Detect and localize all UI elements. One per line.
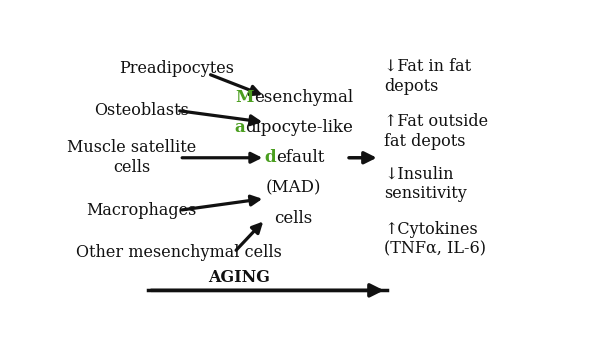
Text: Macrophages: Macrophages	[86, 202, 196, 219]
Text: AGING: AGING	[208, 269, 270, 286]
Text: Mesenchymal: Mesenchymal	[236, 89, 352, 106]
Text: Osteoblasts: Osteoblasts	[93, 102, 189, 119]
Text: Other mesenchymal cells: Other mesenchymal cells	[76, 244, 282, 261]
Text: ↑Cytokines
(TNFα, IL-6): ↑Cytokines (TNFα, IL-6)	[384, 221, 486, 257]
Text: a: a	[235, 119, 245, 136]
Text: dipocyte-like: dipocyte-like	[245, 119, 354, 136]
Text: (MAD): (MAD)	[266, 179, 322, 196]
Text: M: M	[236, 89, 254, 106]
Text: ↓Insulin
sensitivity: ↓Insulin sensitivity	[384, 166, 467, 202]
Text: adipocyte-like: adipocyte-like	[235, 119, 352, 136]
Text: ↓Fat in fat
depots: ↓Fat in fat depots	[384, 58, 472, 95]
Text: Preadipocytes: Preadipocytes	[119, 60, 234, 77]
Text: cells: cells	[275, 210, 313, 227]
Text: Muscle satellite
cells: Muscle satellite cells	[67, 139, 196, 176]
Text: esenchymal: esenchymal	[254, 89, 353, 106]
Text: default: default	[264, 149, 323, 166]
Text: d: d	[264, 149, 276, 166]
Text: efault: efault	[276, 149, 324, 166]
Text: ↑Fat outside
fat depots: ↑Fat outside fat depots	[384, 113, 488, 150]
